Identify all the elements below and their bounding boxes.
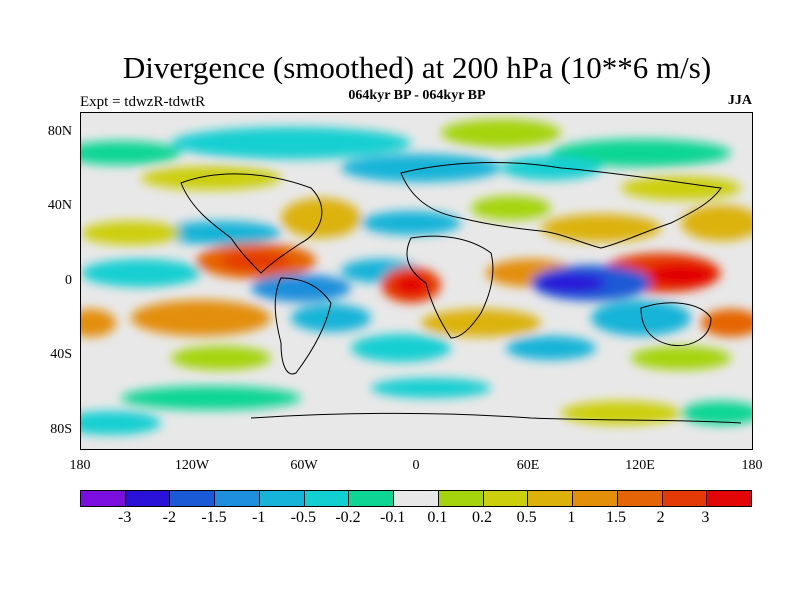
colorbar-swatch	[483, 491, 529, 506]
colorbar-tick-label: -1	[251, 509, 266, 526]
lon-label-60w: 60W	[290, 458, 318, 473]
period-label: 064kyr BP - 064kyr BP	[348, 88, 486, 103]
map-panel	[80, 112, 753, 450]
colorbar-swatch	[81, 491, 126, 506]
colorbar-tick-label: -0.1	[379, 509, 406, 526]
lat-label-80n: 80N	[47, 124, 72, 139]
coastlines	[180, 162, 742, 424]
lon-label-180e: 180	[741, 458, 763, 473]
lat-label-40n: 40N	[47, 198, 72, 213]
colorbar-swatch	[394, 491, 439, 506]
lat-label-0: 0	[65, 273, 72, 288]
colorbar-tick-label: -0.5	[290, 509, 316, 526]
colorbar	[80, 490, 752, 507]
colorbar-tick-label: 1.5	[606, 509, 626, 526]
lon-label-60e: 60E	[516, 458, 540, 473]
season-label: JJA	[727, 93, 752, 108]
colorbar-swatch	[125, 491, 171, 506]
colorbar-tick-label: -1.5	[201, 509, 227, 526]
lon-label-120e: 120E	[625, 458, 655, 473]
lat-label-40s: 40S	[50, 347, 72, 362]
colorbar-tick-label: -3	[117, 509, 132, 526]
lon-label-120w: 120W	[174, 458, 210, 473]
colorbar-tick-label: 3	[701, 509, 710, 526]
colorbar-swatch	[304, 491, 350, 506]
colorbar-swatch	[573, 491, 618, 506]
experiment-label: Expt = tdwzR-tdwtR	[80, 94, 206, 110]
colorbar-swatch	[662, 491, 708, 506]
lon-label-0: 0	[412, 458, 420, 473]
colorbar-swatch	[707, 491, 752, 506]
colorbar-tick-label: 1	[567, 509, 576, 526]
colorbar-tick-label: 0.5	[516, 509, 537, 526]
colorbar-swatch	[528, 491, 574, 506]
colorbar-swatch	[617, 491, 663, 506]
colorbar-tick-label: 0.1	[427, 509, 448, 526]
divergence-field	[81, 119, 752, 435]
colorbar-swatch	[438, 491, 484, 506]
colorbar-tick-label: 2	[656, 509, 665, 526]
chart-title: Divergence (smoothed) at 200 hPa (10**6 …	[122, 50, 712, 85]
colorbar-swatch	[259, 491, 305, 506]
lat-label-80s: 80S	[50, 422, 72, 437]
colorbar-swatch	[349, 491, 395, 506]
colorbar-swatch	[170, 491, 216, 506]
colorbar-tick-label: 0.2	[472, 509, 492, 526]
divergence-map	[81, 113, 752, 449]
colorbar-tick-label: -0.2	[335, 509, 361, 526]
colorbar-tick-label: -2	[162, 509, 176, 526]
colorbar-swatch	[215, 491, 260, 506]
lon-label-180w: 180	[69, 458, 91, 473]
